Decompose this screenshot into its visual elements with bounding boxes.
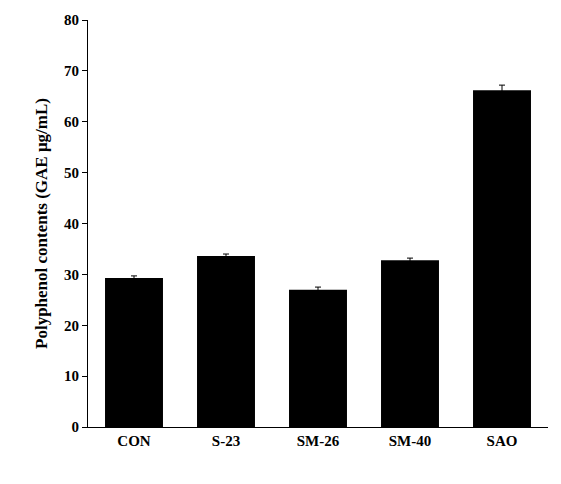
svg-text:30: 30 xyxy=(64,267,79,283)
svg-text:0: 0 xyxy=(72,419,80,435)
svg-text:70: 70 xyxy=(64,63,79,79)
svg-text:SM-26: SM-26 xyxy=(297,433,340,449)
svg-text:80: 80 xyxy=(64,12,79,28)
svg-text:20: 20 xyxy=(64,318,79,334)
svg-text:40: 40 xyxy=(64,216,79,232)
svg-text:CON: CON xyxy=(117,433,151,449)
svg-text:S-23: S-23 xyxy=(212,433,240,449)
svg-text:Polyphenol contents (GAE μg/mL: Polyphenol contents (GAE μg/mL) xyxy=(32,98,51,349)
svg-text:10: 10 xyxy=(64,368,79,384)
svg-text:60: 60 xyxy=(64,114,79,130)
svg-text:SM-40: SM-40 xyxy=(389,433,432,449)
svg-text:SAO: SAO xyxy=(487,433,518,449)
svg-text:50: 50 xyxy=(64,165,79,181)
